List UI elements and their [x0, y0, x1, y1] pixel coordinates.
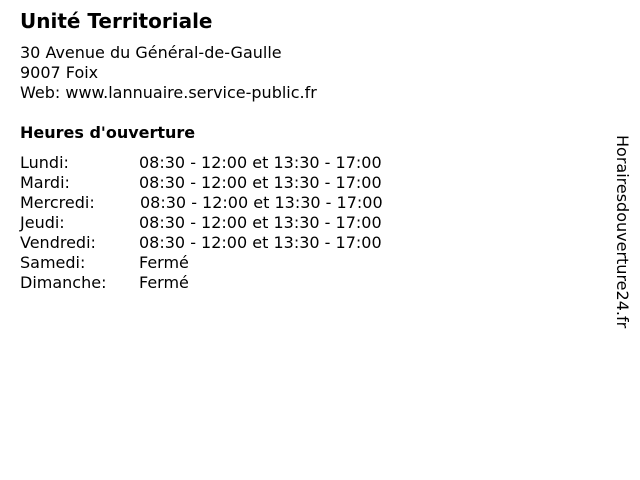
- day-label: Jeudi:: [20, 213, 65, 232]
- hours-heading: Heures d'ouverture: [20, 123, 196, 142]
- day-label: Vendredi:: [20, 233, 96, 252]
- day-hours: 08:30 - 12:00 et 13:30 - 17:00: [139, 173, 382, 192]
- day-hours: 08:30 - 12:00 et 13:30 - 17:00: [139, 153, 382, 172]
- day-label: Lundi:: [20, 153, 69, 172]
- day-label: Mardi:: [20, 173, 70, 192]
- street-address: 30 Avenue du Général-de-Gaulle: [20, 43, 282, 62]
- watermark: Horairesdouverture24.fr: [613, 135, 632, 329]
- day-hours: Fermé: [139, 253, 189, 272]
- page-title: Unité Territoriale: [20, 9, 213, 33]
- day-hours: 08:30 - 12:00 et 13:30 - 17:00: [139, 233, 382, 252]
- day-label: Dimanche:: [20, 273, 107, 292]
- website: Web: www.lannuaire.service-public.fr: [20, 83, 317, 102]
- day-hours: 08:30 - 12:00 et 13:30 - 17:00: [140, 193, 383, 212]
- day-label: Mercredi:: [20, 193, 95, 212]
- city: 9007 Foix: [20, 63, 99, 82]
- day-label: Samedi:: [20, 253, 86, 272]
- address-block: 30 Avenue du Général-de-Gaulle 9007 Foix…: [20, 43, 317, 103]
- day-hours: 08:30 - 12:00 et 13:30 - 17:00: [139, 213, 382, 232]
- day-hours: Fermé: [139, 273, 189, 292]
